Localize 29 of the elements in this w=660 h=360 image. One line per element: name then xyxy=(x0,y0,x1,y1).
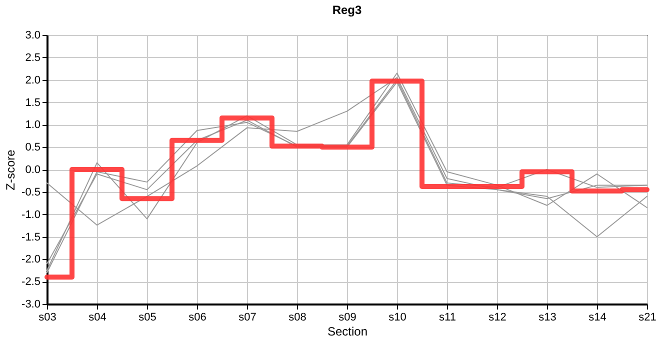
x-tick-label: s04 xyxy=(88,312,106,324)
x-tick-label: s21 xyxy=(638,312,656,324)
y-tick-label: -1.0 xyxy=(22,208,40,221)
y-tick-label: -2.0 xyxy=(22,254,40,266)
y-tick-label: -0.5 xyxy=(22,186,40,198)
x-tick-label: s08 xyxy=(288,312,306,324)
x-tick-label: s05 xyxy=(138,312,156,324)
y-tick-label: -3.0 xyxy=(22,298,40,310)
y-tick-label: 0.0 xyxy=(25,164,40,176)
x-axis-title: Section xyxy=(327,324,368,338)
x-tick-label: s10 xyxy=(388,312,406,324)
y-tick-label: 0.5 xyxy=(25,142,40,154)
x-tick-label: s03 xyxy=(38,312,56,324)
x-tick-label: s13 xyxy=(538,312,556,324)
y-tick-label: -1.5 xyxy=(22,231,40,244)
x-tick-label: s09 xyxy=(338,312,356,324)
x-tick-label: s14 xyxy=(588,312,606,324)
x-tick-label: s12 xyxy=(488,312,506,324)
x-tick-label: s07 xyxy=(238,312,256,324)
y-tick-label: 2.0 xyxy=(25,74,40,86)
x-tick-label: s11 xyxy=(439,312,456,324)
x-tick-label: s06 xyxy=(188,312,206,324)
y-tick-label: 1.5 xyxy=(25,96,40,109)
chart-title: Reg3 xyxy=(332,3,362,17)
y-tick-label: -2.5 xyxy=(22,276,40,288)
y-tick-label: 3.0 xyxy=(25,30,40,42)
y-tick-label: 1.0 xyxy=(25,119,40,132)
y-tick-label: 2.5 xyxy=(25,52,40,64)
y-axis-title: Z-score xyxy=(4,149,18,190)
